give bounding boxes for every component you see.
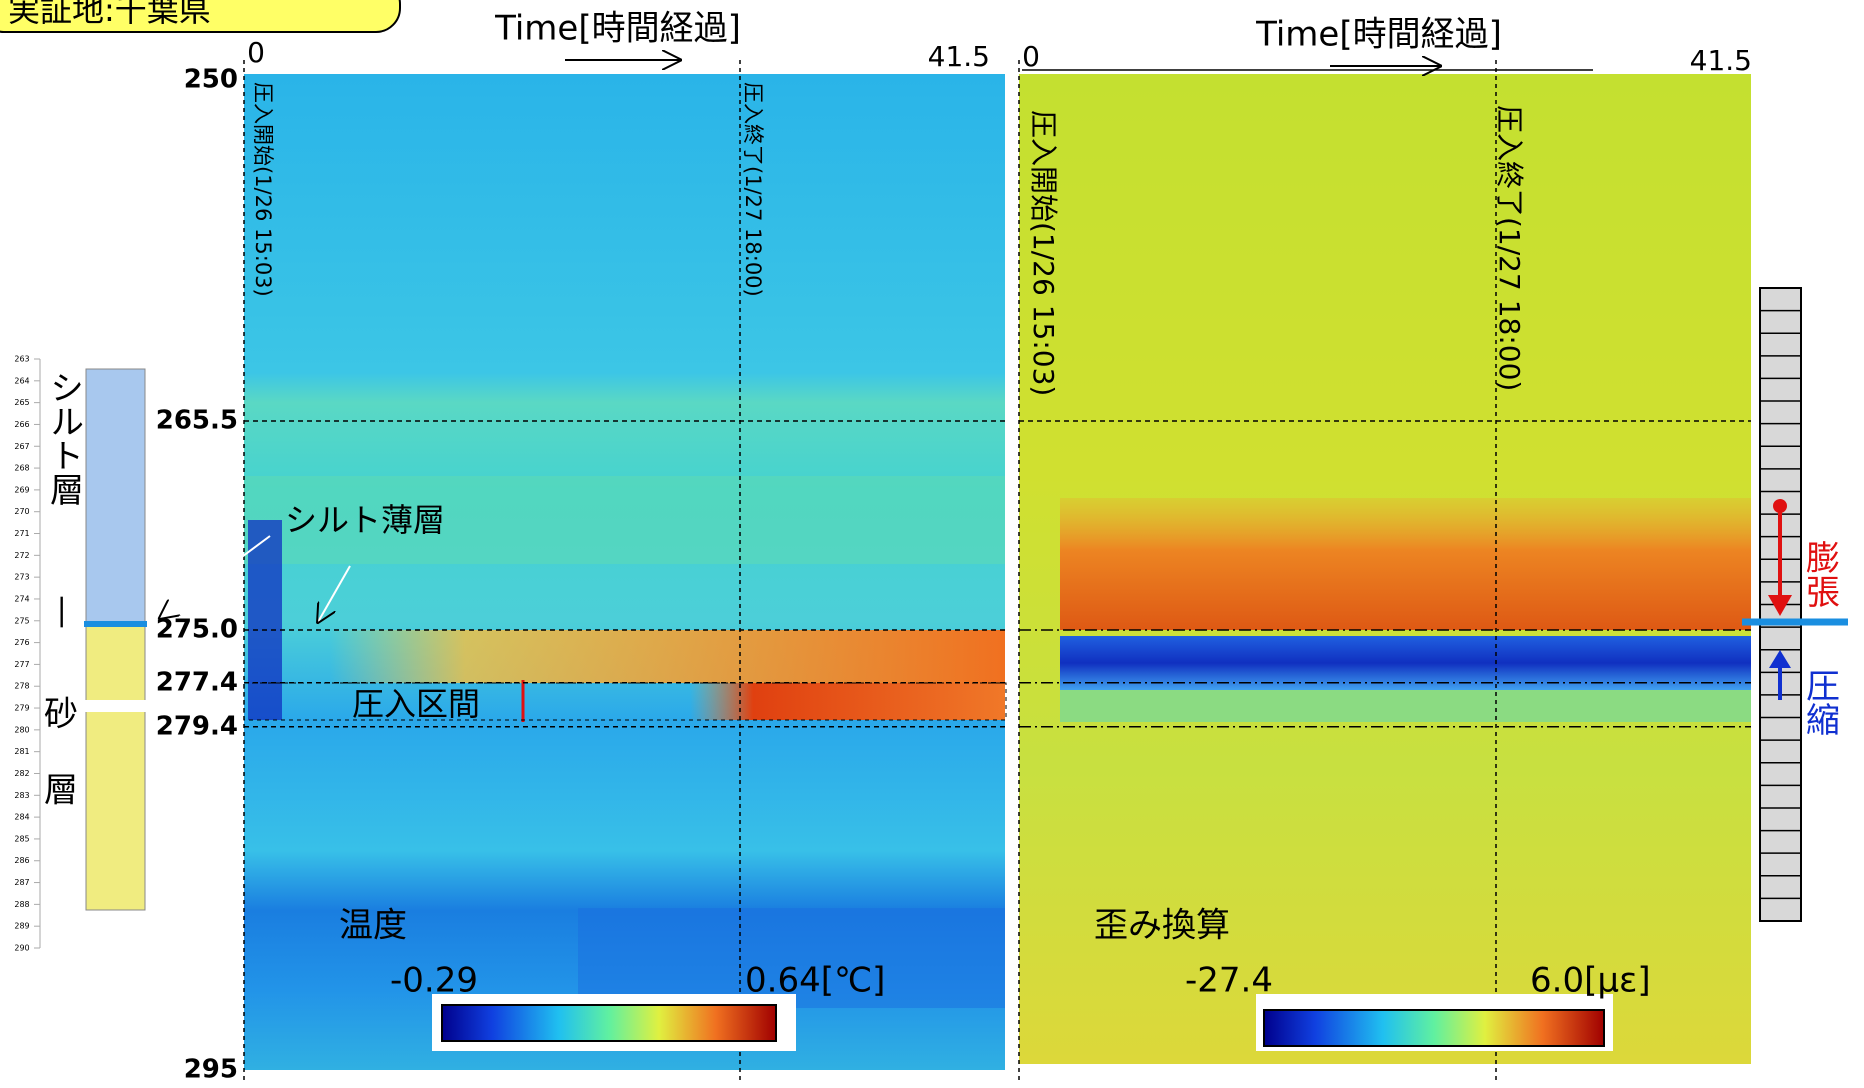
quantity-label: 温度 xyxy=(339,906,407,946)
log-tick-label: 272 xyxy=(14,551,29,560)
title: 実証地:千葉県 xyxy=(8,0,211,29)
log-tick-label: 276 xyxy=(14,638,29,647)
annotation: 膨張 xyxy=(1800,540,1840,608)
end-label: 圧入終了(1/27 18:00) xyxy=(741,82,765,297)
log-tick-label: 282 xyxy=(14,769,29,778)
log-tick-label: 281 xyxy=(14,747,29,756)
event-lines xyxy=(243,60,1497,1080)
time-label: Time[時間経過] xyxy=(494,9,741,49)
depth-tick-label: 277.4 xyxy=(156,667,238,697)
depth-tick-label: 295 xyxy=(184,1055,238,1085)
colorbar xyxy=(441,1004,777,1042)
colorbar-max: 0.64[℃] xyxy=(745,961,885,1001)
annotation: 圧入区間 xyxy=(352,685,480,723)
strain-heatmap xyxy=(1019,74,1751,1064)
log-tick-label: 264 xyxy=(14,376,29,385)
time-label: Time[時間経過] xyxy=(1255,15,1502,55)
time-start: 0 xyxy=(1022,40,1040,73)
log-tick-label: 283 xyxy=(14,791,29,800)
log-tick-label: 263 xyxy=(14,355,29,364)
depth-tick-label: 275.0 xyxy=(156,615,238,645)
time-end: 41.5 xyxy=(928,40,990,73)
log-label: — xyxy=(44,595,84,629)
log-tick-label: 270 xyxy=(14,507,29,516)
log-tick-label: 286 xyxy=(14,856,29,865)
log-tick-label: 277 xyxy=(14,660,29,669)
colorbar-min: -27.4 xyxy=(1185,961,1273,1001)
log-label: 砂 xyxy=(44,695,78,735)
title-box xyxy=(0,0,401,33)
depth-tick-label: 265.5 xyxy=(156,406,238,436)
log-tick-label: 267 xyxy=(14,442,29,451)
compression-arrow-tip xyxy=(1769,650,1791,668)
annotation: 圧縮 xyxy=(1800,668,1840,736)
colorbar-max: 6.0[με] xyxy=(1530,961,1651,1001)
log-tick-label: 268 xyxy=(14,464,29,473)
log-tick-label: 275 xyxy=(14,616,29,625)
log-tick-label: 271 xyxy=(14,529,29,538)
colorbar xyxy=(1263,1009,1605,1047)
depth-tick-label: 250 xyxy=(184,65,238,95)
log-tick-label: 273 xyxy=(14,573,29,582)
temperature-heatmap xyxy=(244,74,1005,1070)
borehole-log xyxy=(39,359,150,948)
log-tick-label: 266 xyxy=(14,420,29,429)
zone-box xyxy=(243,682,1007,721)
log-tick-label: 289 xyxy=(14,922,29,931)
log-tick-label: 278 xyxy=(14,682,29,691)
log-tick-label: 287 xyxy=(14,878,29,887)
colorbar-min: -0.29 xyxy=(390,961,478,1001)
log-tick-label: 290 xyxy=(14,944,29,953)
log-tick-label: 274 xyxy=(14,594,29,603)
pointer xyxy=(318,565,351,622)
depth-tick-label: 279.4 xyxy=(156,711,238,741)
log-tick-label: 288 xyxy=(14,900,29,909)
time-start: 0 xyxy=(247,36,265,69)
annotation: シルト薄層 xyxy=(285,501,445,539)
log-label: シルト層 xyxy=(44,370,84,506)
start-label: 圧入開始(1/26 15:03) xyxy=(251,82,275,297)
log-tick-label: 265 xyxy=(14,398,29,407)
quantity-label: 歪み換算 xyxy=(1094,906,1230,946)
end-label: 圧入終了(1/27 18:00) xyxy=(1493,105,1526,391)
log-tick-label: 279 xyxy=(14,704,29,713)
log-tick-label: 285 xyxy=(14,834,29,843)
expansion-arrow-head xyxy=(1773,499,1787,513)
start-label: 圧入開始(1/26 15:03) xyxy=(1027,110,1060,396)
log-tick-label: 284 xyxy=(14,813,29,822)
time-end: 41.5 xyxy=(1690,44,1752,77)
log-label: 層 xyxy=(44,771,78,811)
expansion-arrow-tip xyxy=(1768,595,1792,616)
log-tick-label: 269 xyxy=(14,485,29,494)
log-tick-label: 280 xyxy=(14,725,29,734)
pointer xyxy=(160,535,271,618)
